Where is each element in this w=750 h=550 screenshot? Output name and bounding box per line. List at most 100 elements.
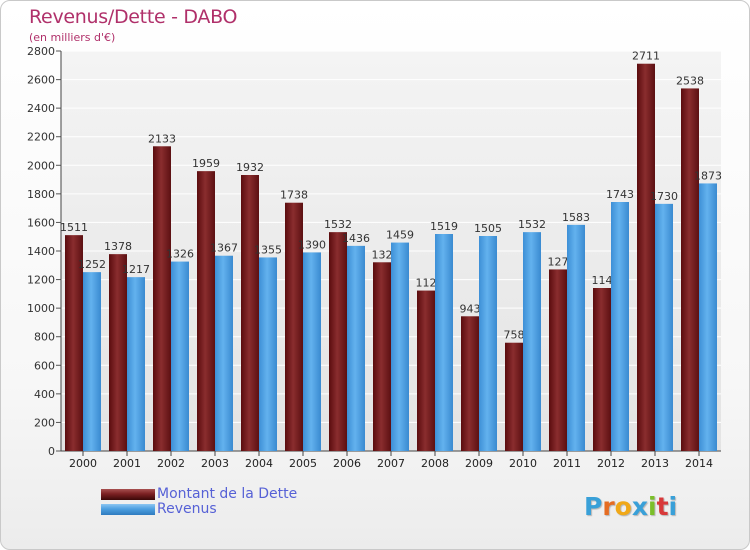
data-label-dette: 2711	[632, 50, 660, 63]
logo-letter: t	[656, 492, 669, 521]
bar-revenus	[479, 236, 497, 451]
data-label-revenus: 1532	[518, 218, 546, 231]
y-tick-label: 400	[34, 388, 55, 401]
legend-swatch-revenus	[101, 504, 155, 515]
x-tick-label: 2014	[685, 457, 713, 470]
data-label-revenus: 1217	[122, 263, 150, 276]
data-label-dette: 112	[416, 277, 437, 290]
data-label-revenus: 1326	[166, 248, 194, 261]
x-tick-label: 2012	[597, 457, 625, 470]
legend-swatch-dette	[101, 489, 155, 500]
data-label-revenus: 1436	[342, 232, 370, 245]
data-label-revenus: 1367	[210, 242, 238, 255]
x-tick-label: 2013	[641, 457, 669, 470]
x-tick-label: 2010	[509, 457, 537, 470]
bar-dette	[285, 202, 303, 451]
x-tick-label: 2011	[553, 457, 581, 470]
data-label-revenus: 1390	[298, 238, 326, 251]
data-label-dette: 1738	[280, 189, 308, 202]
x-tick-label: 2008	[421, 457, 449, 470]
data-label-dette: 132	[372, 248, 393, 261]
x-tick-label: 2009	[465, 457, 493, 470]
bar-dette	[65, 235, 83, 451]
x-tick-label: 2004	[245, 457, 273, 470]
x-tick-label: 2002	[157, 457, 185, 470]
x-tick-label: 2003	[201, 457, 229, 470]
data-label-dette: 1511	[60, 221, 88, 234]
y-tick-label: 1200	[27, 274, 55, 287]
logo-letter: i	[668, 492, 678, 521]
data-label-revenus: 1730	[650, 190, 678, 203]
bar-revenus	[127, 277, 145, 451]
bar-revenus	[259, 257, 277, 451]
chart-title: Revenus/Dette - DABO	[29, 6, 238, 28]
bar-revenus	[391, 242, 409, 451]
proxiti-logo: Proxiti	[584, 492, 677, 521]
bar-dette	[593, 288, 611, 451]
y-tick-label: 2200	[27, 131, 55, 144]
data-label-dette: 758	[504, 329, 525, 342]
bar-revenus	[699, 183, 717, 451]
data-label-dette: 1378	[104, 240, 132, 253]
bar-revenus	[567, 224, 585, 451]
y-tick-label: 200	[34, 416, 55, 429]
bar-dette	[637, 63, 655, 451]
data-label-revenus: 1873	[694, 169, 722, 182]
y-tick-label: 0	[48, 445, 55, 458]
bar-dette	[329, 232, 347, 451]
data-label-dette: 943	[460, 302, 481, 315]
bar-dette	[549, 269, 567, 451]
bar-dette	[373, 262, 391, 451]
y-tick-label: 1000	[27, 302, 55, 315]
y-tick-label: 1600	[27, 216, 55, 229]
bar-revenus	[347, 245, 365, 451]
data-label-dette: 114	[592, 274, 613, 287]
bar-revenus	[435, 234, 453, 451]
bar-revenus	[171, 261, 189, 451]
bar-revenus	[83, 272, 101, 451]
bar-revenus	[303, 252, 321, 451]
bar-dette	[109, 254, 127, 451]
bar-revenus	[523, 232, 541, 451]
x-tick-label: 2006	[333, 457, 361, 470]
y-tick-label: 1800	[27, 188, 55, 201]
bar-dette	[681, 88, 699, 451]
data-label-dette: 1532	[324, 218, 352, 231]
data-label-dette: 2133	[148, 132, 176, 145]
data-label-dette: 1932	[236, 161, 264, 174]
logo-letter: i	[648, 492, 657, 521]
x-tick-label: 2001	[113, 457, 141, 470]
bar-dette	[417, 290, 435, 451]
data-label-revenus: 1355	[254, 243, 282, 256]
data-label-dette: 1959	[192, 157, 220, 170]
y-tick-label: 2000	[27, 159, 55, 172]
data-label-revenus: 1583	[562, 211, 590, 224]
legend-label-revenus: Revenus	[157, 501, 217, 517]
y-tick-label: 2400	[27, 102, 55, 115]
legend-label-dette: Montant de la Dette	[157, 486, 298, 502]
bar-revenus	[655, 203, 673, 451]
x-tick-label: 2007	[377, 457, 405, 470]
y-tick-label: 800	[34, 331, 55, 344]
bar-dette	[197, 171, 215, 451]
x-tick-label: 2005	[289, 457, 317, 470]
data-label-revenus: 1505	[474, 222, 502, 235]
y-tick-label: 2600	[27, 74, 55, 87]
bar-dette	[461, 316, 479, 451]
data-label-dette: 2538	[676, 74, 704, 87]
bar-revenus	[215, 255, 233, 451]
y-tick-label: 1400	[27, 245, 55, 258]
data-label-dette: 127	[548, 255, 569, 268]
y-tick-label: 2800	[27, 45, 55, 58]
logo-letter: x	[631, 492, 648, 521]
bar-revenus	[611, 202, 629, 451]
bar-dette	[505, 342, 523, 451]
bar-dette	[153, 146, 171, 452]
data-label-revenus: 1519	[430, 220, 458, 233]
x-tick-label: 2000	[69, 457, 97, 470]
logo-letter: o	[614, 492, 632, 521]
logo-letter: P	[584, 492, 603, 521]
y-tick-label: 600	[34, 359, 55, 372]
bar-dette	[241, 175, 259, 451]
